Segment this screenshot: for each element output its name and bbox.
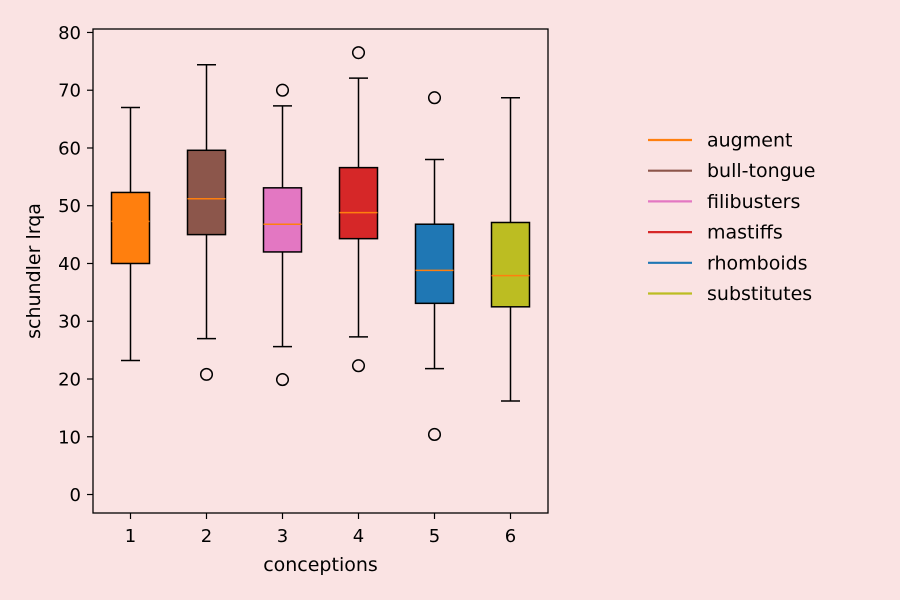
box <box>414 223 455 305</box>
outlier-point <box>199 367 214 381</box>
legend-item-augment: augment <box>648 130 792 152</box>
legend-label: rhomboids <box>707 252 808 274</box>
outlier-point <box>275 373 290 387</box>
legend-item-filibusters: filibusters <box>648 191 800 213</box>
box-group-bull-tongue <box>186 64 227 381</box>
y-tick-label: 80 <box>58 23 81 44</box>
x-tick-label: 2 <box>201 526 212 547</box>
legend-item-substitutes: substitutes <box>648 283 812 305</box>
axes: 0 10 20 30 40 50 60 70 80 1 2 3 4 5 6 <box>58 23 516 547</box>
box <box>110 191 151 265</box>
outlier-point <box>427 427 442 442</box>
legend-label: filibusters <box>707 191 800 213</box>
box <box>338 166 379 240</box>
y-axis-title: schundler lrqa <box>23 203 45 339</box>
y-tick-label: 40 <box>58 254 81 275</box>
legend-label: bull-tongue <box>707 160 815 182</box>
legend-item-rhomboids: rhomboids <box>648 252 808 274</box>
x-tick-label: 1 <box>125 526 136 547</box>
x-axis-title: conceptions <box>263 554 378 576</box>
box-marks <box>110 46 531 442</box>
legend-label: mastiffs <box>707 222 783 244</box>
y-tick-label: 0 <box>70 485 81 506</box>
box <box>262 187 303 253</box>
box-group-rhomboids <box>414 91 455 442</box>
legend-label: substitutes <box>707 283 812 305</box>
box-group-augment <box>110 106 151 362</box>
box <box>186 149 227 236</box>
y-tick-label: 50 <box>58 196 81 217</box>
box-group-filibusters <box>262 83 303 387</box>
legend-item-bull-tongue: bull-tongue <box>648 160 815 182</box>
x-tick-label: 6 <box>505 526 516 547</box>
y-tick-label: 70 <box>58 81 81 102</box>
legend: augment bull-tongue filibusters mastiffs rho… <box>648 130 815 305</box>
outlier-point <box>275 83 290 97</box>
plot-frame <box>92 28 549 514</box>
box-group-substitutes <box>490 96 531 402</box>
x-tick-label: 4 <box>353 526 364 547</box>
legend-item-mastiffs: mastiffs <box>648 222 783 244</box>
x-tick-label: 3 <box>277 526 288 547</box>
box-group-mastiffs <box>338 46 379 373</box>
outlier-point <box>427 91 442 105</box>
y-tick-label: 60 <box>58 138 81 159</box>
x-tick-label: 5 <box>429 526 440 547</box>
y-tick-label: 30 <box>58 312 81 333</box>
outlier-point <box>351 46 366 60</box>
y-tick-label: 20 <box>58 370 81 391</box>
box <box>490 221 531 308</box>
y-tick-label: 10 <box>58 427 81 448</box>
plot-area <box>93 29 548 513</box>
legend-label: augment <box>707 130 792 152</box>
outlier-point <box>351 359 366 373</box>
